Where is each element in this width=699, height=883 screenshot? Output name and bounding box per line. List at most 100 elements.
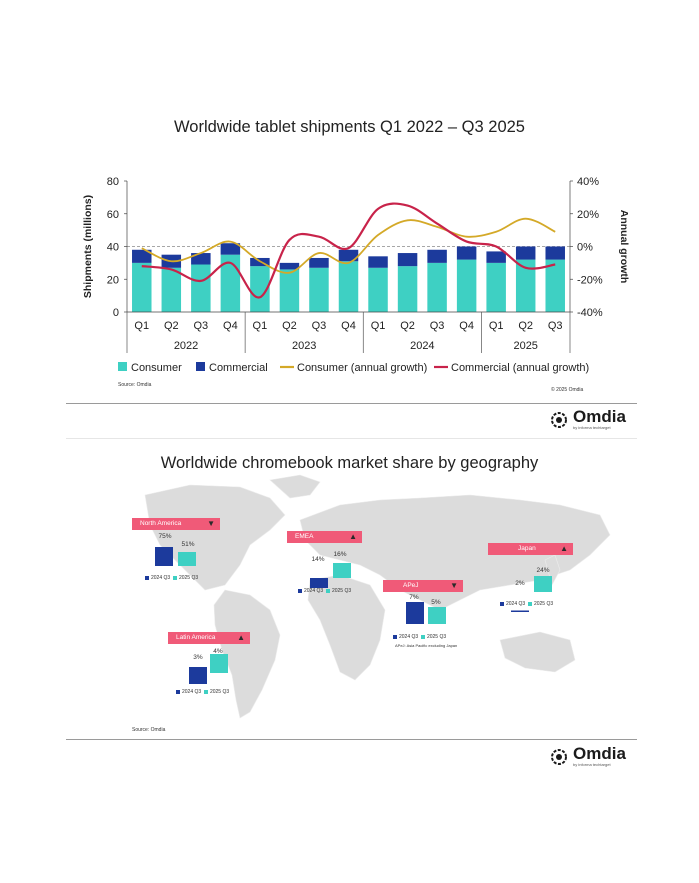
- geo-bar-2025: [210, 654, 228, 673]
- latam-2024-value: 3%: [193, 654, 203, 661]
- bar-commercial: [456, 246, 477, 260]
- japan-2025-value: 24%: [536, 567, 550, 574]
- latam-2025-value: 4%: [213, 648, 223, 655]
- section-gap: [66, 438, 637, 439]
- x-tick-label: Q2: [518, 320, 533, 332]
- geo-bar-2025: [178, 552, 196, 566]
- legend-swatch: [118, 362, 127, 371]
- apej-note: APeJ: Asia Pacific excluding Japan: [395, 643, 458, 648]
- x-tick-label: Q1: [371, 320, 386, 332]
- emea-2024-value: 14%: [311, 556, 325, 563]
- bar-consumer: [515, 259, 536, 312]
- y-tick-label: 60: [107, 209, 119, 221]
- geo-bar-2024: [406, 602, 424, 624]
- logo-name: Omdia: [573, 407, 626, 426]
- x-tick-label: Q2: [164, 320, 179, 332]
- trend-up-icon: ▲: [560, 544, 568, 553]
- region-name: Latin America: [176, 634, 216, 641]
- x-tick-label: Q4: [341, 320, 356, 332]
- x-tick-label: Q3: [312, 320, 327, 332]
- geo-bar-2024: [189, 667, 207, 684]
- bar-consumer: [220, 254, 241, 312]
- region-name: North America: [140, 520, 182, 527]
- bar-consumer: [279, 269, 300, 312]
- bar-commercial: [486, 251, 506, 263]
- apej-2025-value: 5%: [431, 599, 441, 606]
- bar-consumer: [161, 267, 182, 312]
- bar-commercial: [220, 243, 241, 255]
- geo-bar-2024: [310, 578, 328, 588]
- bar-consumer: [545, 259, 565, 312]
- omdia-logo: Omdia by informa techtarget: [549, 407, 626, 430]
- legend-label: Commercial: [209, 362, 268, 374]
- y2-axis-title: Annual growth: [618, 210, 630, 284]
- na-2025-value: 51%: [181, 541, 195, 548]
- bar-commercial: [397, 253, 418, 267]
- bar-consumer: [191, 264, 211, 312]
- x-tick-label: Q4: [459, 320, 474, 332]
- x-tick-label: Q3: [548, 320, 563, 332]
- latam-legend: 2024 Q3 2025 Q3: [176, 689, 229, 695]
- tablet-shipments-chart: 0 20 40 60 80 -40% -20% 0% 20% 40% Shipments (mill…: [82, 176, 630, 393]
- logo-tagline: by informa techtarget: [573, 762, 611, 767]
- geo-bar-2025: [333, 563, 351, 578]
- legend-swatch: [196, 362, 205, 371]
- banner-apej: APeJ ▼: [383, 580, 463, 592]
- x-tick-label: Q3: [430, 320, 445, 332]
- apej-2024-value: 7%: [409, 594, 419, 601]
- y2-tick-label: 0%: [577, 242, 593, 254]
- legend-label: Commercial (annual growth): [451, 362, 589, 374]
- bar-consumer: [397, 266, 418, 312]
- na-legend: 2024 Q3 2025 Q3: [145, 575, 198, 581]
- chart-copyright: © 2025 Omdia: [551, 386, 584, 393]
- japan-2024-value: 2%: [515, 580, 525, 587]
- trend-down-icon: ▼: [450, 581, 458, 590]
- x-tick-label: Q1: [489, 320, 504, 332]
- na-2024-value: 75%: [158, 533, 172, 540]
- japan-legend: 2024 Q3 2025 Q3: [500, 601, 553, 607]
- map-title: Worldwide chromebook market share by geo…: [160, 454, 539, 472]
- region-name: APeJ: [403, 582, 419, 589]
- bar-consumer: [309, 267, 329, 312]
- map-source: Source: Omdia: [132, 727, 166, 733]
- x-tick-label: Q4: [223, 320, 238, 332]
- bar-consumer: [427, 262, 447, 312]
- banner-latin-america: Latin America ▲: [168, 632, 250, 644]
- year-label: 2025: [513, 340, 537, 352]
- legend-label: Consumer (annual growth): [297, 362, 427, 374]
- omdia-logo-bottom: Omdia by informa techtarget: [549, 745, 626, 767]
- banner-north-america: North America ▼: [132, 518, 220, 530]
- tablet-chart-title: Worldwide tablet shipments Q1 2022 – Q3 …: [174, 118, 525, 136]
- region-name: EMEA: [295, 533, 314, 540]
- banner-japan: Japan ▲: [488, 543, 573, 555]
- line-commercial-growth: [141, 202, 556, 299]
- trend-down-icon: ▼: [207, 519, 215, 528]
- year-label: 2023: [292, 340, 316, 352]
- line-consumer-growth: [141, 217, 556, 274]
- y-tick-label: 20: [107, 274, 119, 286]
- trend-up-icon: ▲: [349, 532, 357, 541]
- bar-commercial: [515, 246, 536, 260]
- bar-consumer: [368, 267, 388, 312]
- y-tick-label: 40: [107, 242, 119, 254]
- y-tick-label: 80: [107, 176, 119, 188]
- trend-up-icon: ▲: [237, 633, 245, 642]
- geo-bar-2025: [534, 576, 552, 592]
- geo-bar-2025: [428, 607, 446, 624]
- emea-2025-value: 16%: [333, 551, 347, 558]
- bar-consumer: [486, 262, 506, 312]
- emea-legend: 2024 Q3 2025 Q3: [298, 588, 351, 594]
- bar-consumer: [456, 259, 477, 312]
- y-tick-label: 0: [113, 307, 119, 319]
- y2-tick-label: 20%: [577, 209, 599, 221]
- geo-bar-2024: [511, 610, 529, 612]
- bar-commercial: [309, 257, 329, 268]
- x-tick-label: Q1: [253, 320, 268, 332]
- year-label: 2024: [410, 340, 434, 352]
- year-label: 2022: [174, 340, 198, 352]
- omdia-logo-mark-icon: [551, 411, 567, 428]
- banner-emea: EMEA ▲: [287, 531, 362, 543]
- y2-tick-label: -40%: [577, 307, 603, 319]
- bar-commercial: [368, 256, 388, 268]
- bar-commercial: [279, 262, 300, 270]
